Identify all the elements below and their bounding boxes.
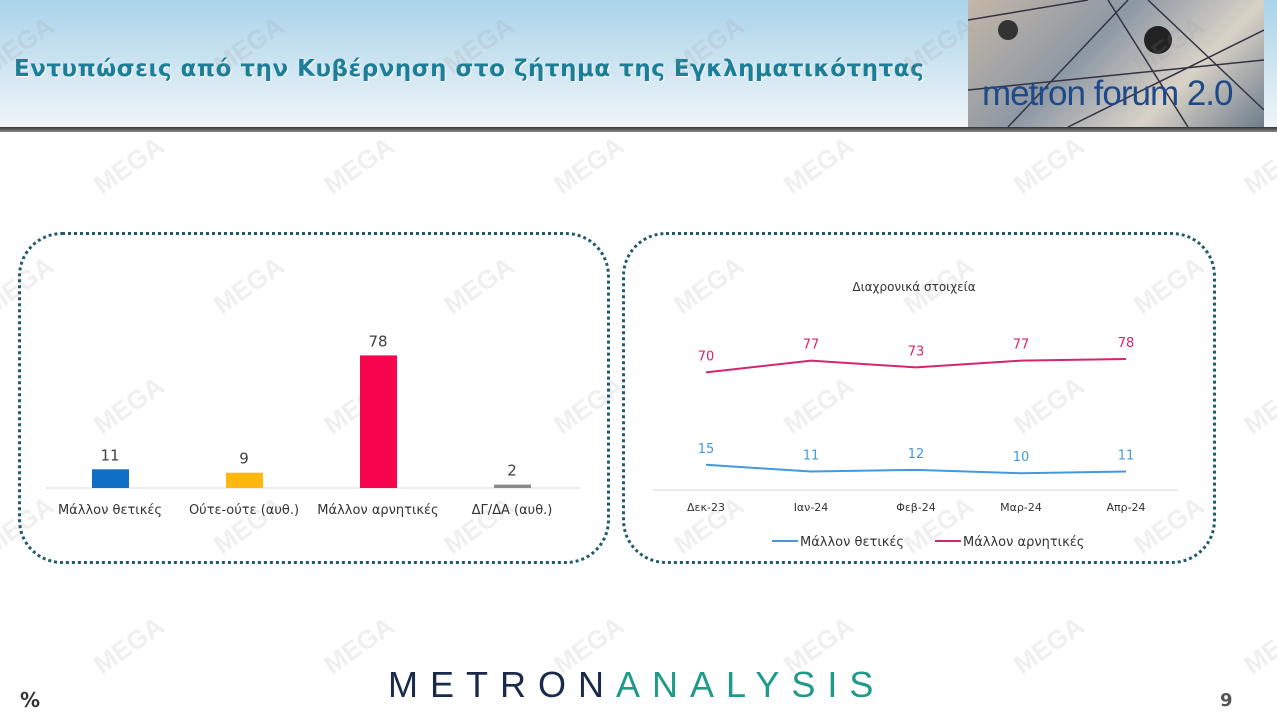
watermark: MEGA [88, 130, 170, 200]
data-label: 77 [1013, 338, 1030, 353]
bar-3 [494, 484, 531, 488]
tick-label: Απρ-24 [1106, 501, 1145, 514]
data-label: 11 [100, 446, 119, 464]
data-label: 11 [803, 449, 820, 464]
page-title: Εντυπώσεις από την Κυβέρνηση στο ζήτημα … [14, 56, 925, 82]
data-label: 12 [908, 447, 925, 462]
brand-right: ANALYSIS [616, 664, 886, 705]
tick-label: ΔΓ/ΔΑ (αυθ.) [472, 503, 553, 518]
watermark: MEGA [318, 130, 400, 200]
data-label: 11 [1118, 449, 1135, 464]
header-divider [0, 127, 1277, 132]
bar-chart: 11 Μάλλον θετικές 9 Ούτε-ούτε (αυθ.) 78 Μάλλο… [46, 332, 580, 518]
watermark: MEGA [1008, 610, 1090, 680]
series-line-0 [705, 463, 1127, 475]
brand-left: METRON [388, 664, 616, 705]
data-label: 70 [698, 349, 715, 364]
watermark: MEGA [1238, 370, 1277, 440]
watermark: MEGA [1238, 130, 1277, 200]
legend-label: Μάλλον θετικές [800, 535, 904, 550]
data-label: 73 [908, 344, 925, 359]
tick-label: Φεβ-24 [896, 501, 936, 514]
tick-label: Μάλλον θετικές [58, 503, 162, 518]
data-label: 15 [698, 442, 715, 457]
tick-label: Ιαν-24 [794, 501, 829, 514]
line-chart: Διαχρονικά στοιχεία Δεκ-23 Ιαν-24 Φεβ-24 Μαρ… [653, 280, 1178, 550]
tick-label: Ούτε-ούτε (αυθ.) [189, 503, 299, 518]
watermark: MEGA [548, 130, 630, 200]
data-label: 78 [368, 332, 387, 350]
data-label: 2 [507, 462, 517, 480]
metron-analysis-logo: METRONANALYSIS [388, 664, 885, 706]
tick-label: Μαρ-24 [1000, 501, 1042, 514]
tick-label: Μάλλον αρνητικές [317, 503, 438, 518]
bar-chart-panel: 11 Μάλλον θετικές 9 Ούτε-ούτε (αυθ.) 78 Μάλλο… [18, 232, 610, 564]
data-label: 10 [1013, 450, 1030, 465]
data-label: 77 [803, 338, 820, 353]
logo-pattern [968, 0, 1264, 127]
logo-text: metron forum 2.0 [982, 74, 1233, 113]
unit-label: % [20, 688, 41, 712]
chart-title: Διαχρονικά στοιχεία [852, 280, 975, 294]
series-line-1 [705, 357, 1127, 374]
metron-forum-logo: metron forum 2.0 [968, 0, 1264, 127]
line-chart-panel: Διαχρονικά στοιχεία Δεκ-23 Ιαν-24 Φεβ-24 Μαρ… [622, 232, 1216, 564]
watermark: MEGA [778, 130, 860, 200]
page-number: 9 [1220, 690, 1233, 711]
legend-label: Μάλλον αρνητικές [963, 535, 1084, 550]
bar-0 [92, 469, 129, 488]
data-label: 78 [1118, 336, 1135, 351]
bar-1 [226, 472, 263, 488]
bar-2 [360, 355, 397, 488]
tick-label: Δεκ-23 [687, 501, 725, 514]
data-label: 9 [239, 450, 249, 468]
watermark: MEGA [88, 610, 170, 680]
watermark: MEGA [1238, 610, 1277, 680]
watermark: MEGA [1008, 130, 1090, 200]
